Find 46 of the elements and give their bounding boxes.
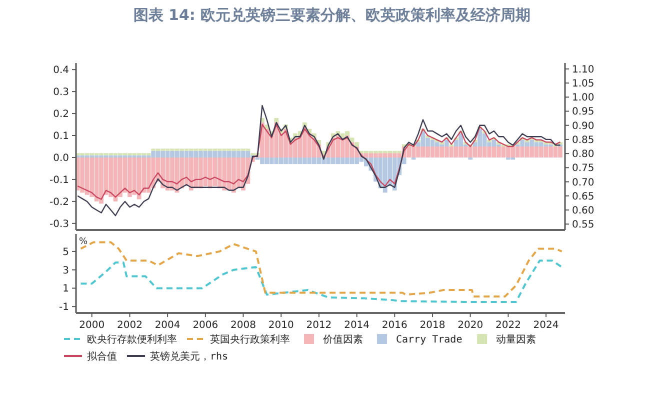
x-tick-label: 2010 [268,320,294,331]
y-tick-label: 0.1 [53,131,69,142]
legend-label: 英镑兑美元，rhs [150,350,228,362]
y2-tick-label: 1.10 [572,64,594,76]
y-tick-label: 3 [62,265,69,276]
legend-label: 欧央行存款便利利率 [87,334,177,346]
y-axis-title: % [79,237,88,247]
y2-tick-label: 1.05 [572,78,594,90]
legend-label: 拟合值 [87,350,117,362]
x-tick-label: 2000 [79,320,105,331]
x-tick-label: 2018 [420,320,446,331]
y-tick-label: -0.1 [49,174,69,186]
y2-tick-label: 0.85 [572,134,594,146]
legend-label: 动量因素 [496,334,536,346]
y-tick-label: 1 [62,284,69,295]
chart-title: 图表 14: 欧元兑英镑三要素分解、欧英政策利率及经济周期 [133,6,531,24]
y-tick-label: 5 [62,246,69,258]
legend-label: 价值因素 [322,334,363,346]
x-tick-label: 2008 [230,320,256,331]
x-tick-label: 2022 [495,320,521,331]
legend-label: Carry Trade [396,334,462,346]
y2-tick-label: 0.80 [572,149,594,160]
y-tick-label: 0.3 [53,87,69,98]
y-tick-label: -0.2 [49,196,69,208]
y2-tick-label: 0.60 [572,205,594,216]
x-tick-label: 2016 [382,320,408,331]
legend-label: 英国央行政策利率 [210,334,290,346]
y-tick-label: -0.3 [49,218,69,230]
y-tick-label: 0.4 [53,65,69,76]
y2-tick-label: 1.00 [572,92,594,104]
y-tick-label: -1 [59,302,69,314]
y2-tick-label: 0.95 [572,106,594,118]
y-tick-label: 0.2 [53,109,69,120]
y2-tick-label: 0.70 [572,177,594,188]
x-tick-label: 2020 [458,320,484,331]
x-tick-label: 2014 [344,320,370,331]
x-tick-label: 2012 [306,320,332,331]
y2-tick-label: 0.65 [572,191,594,202]
x-tick-label: 2002 [117,320,142,331]
x-tick-label: 2004 [154,320,180,331]
x-tick-label: 2006 [192,320,218,331]
y2-tick-label: 0.55 [572,220,594,231]
y2-tick-label: 0.75 [572,163,594,174]
y2-tick-label: 0.90 [572,120,594,132]
x-tick-label: 2024 [533,320,559,331]
y-tick-label: 0.0 [53,152,69,164]
